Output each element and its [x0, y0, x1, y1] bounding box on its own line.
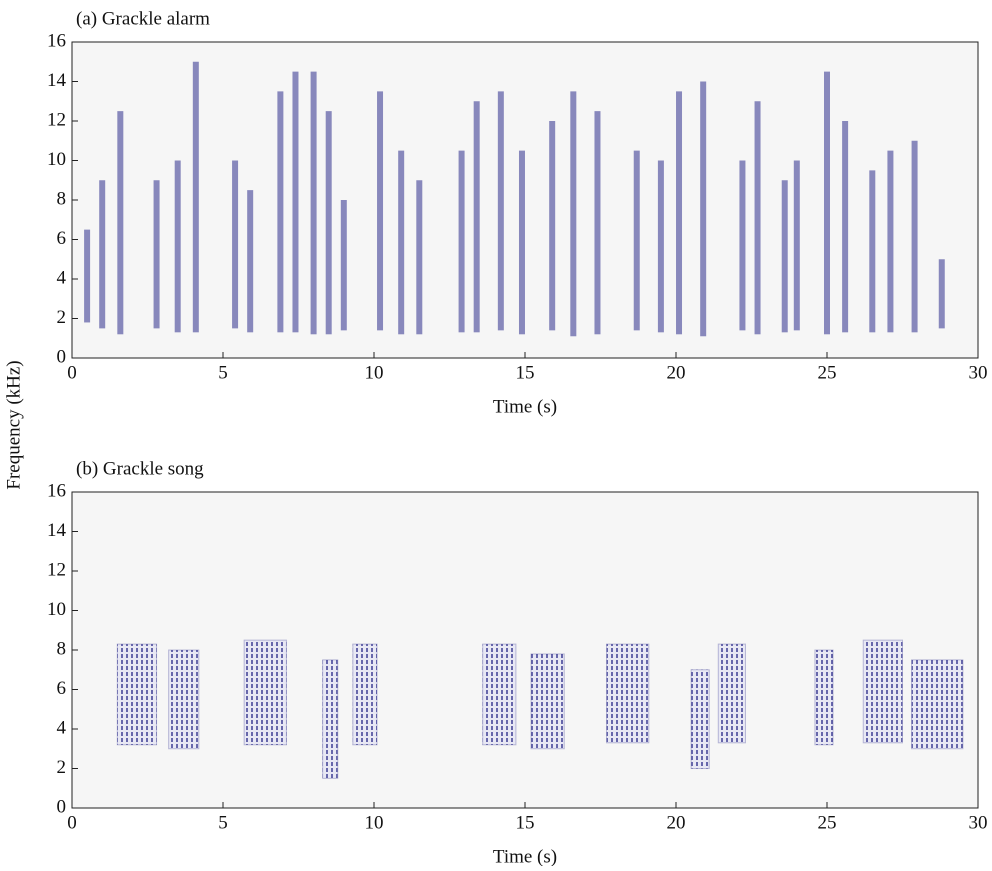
y-tick-label: 10: [47, 599, 66, 620]
syllable-streak: [676, 91, 683, 335]
song-bout: [168, 649, 200, 750]
y-tick-label: 16: [47, 30, 66, 51]
y-tick-label: 16: [47, 480, 66, 501]
song-bout: [606, 643, 650, 744]
plot-area: [71, 41, 979, 359]
syllable-streak: [377, 91, 384, 331]
song-bout: [243, 639, 287, 746]
x-tick-label: 0: [67, 812, 77, 833]
x-axis-label: Time (s): [493, 846, 557, 866]
syllable-streak: [549, 121, 556, 331]
x-axis-label: Time (s): [493, 396, 557, 417]
syllable-streak: [739, 160, 746, 331]
x-tick-label: 10: [365, 362, 384, 383]
song-bout: [116, 643, 158, 746]
syllable-streak: [192, 61, 199, 333]
x-tick-label: 25: [818, 362, 837, 383]
y-tick-label: 10: [47, 149, 66, 170]
y-tick-label: 14: [47, 70, 67, 91]
x-tick-label: 10: [365, 812, 384, 833]
y-tick-label: 12: [47, 559, 66, 580]
plot-area: [71, 491, 979, 809]
syllable-streak: [824, 71, 830, 335]
y-tick-label: 4: [57, 267, 67, 288]
syllable-streak: [633, 150, 640, 331]
x-tick-label: 5: [218, 362, 228, 383]
y-tick-label: 8: [57, 188, 67, 209]
song-bout: [690, 669, 710, 769]
syllable-streak: [473, 101, 480, 333]
syllable-streak: [398, 150, 405, 335]
song-bout: [717, 643, 746, 744]
x-tick-label: 30: [969, 812, 988, 833]
syllable-streak: [570, 91, 577, 337]
syllable-streak: [340, 200, 347, 331]
song-bout: [322, 659, 339, 779]
syllable-streak: [84, 229, 91, 323]
x-tick-label: 30: [969, 362, 988, 383]
y-tick-label: 14: [47, 520, 67, 541]
syllable-streak: [518, 150, 525, 335]
song-bout: [482, 643, 517, 746]
syllable-streak: [174, 160, 181, 333]
y-tick-label: 6: [57, 228, 67, 249]
y-tick-label: 0: [57, 346, 67, 367]
syllable-streak: [700, 81, 707, 337]
song-bout: [352, 643, 378, 746]
x-tick-label: 25: [818, 812, 837, 833]
x-tick-label: 20: [667, 362, 686, 383]
syllable-streak: [153, 180, 160, 329]
syllable-streak: [117, 111, 124, 335]
y-tick-label: 12: [47, 109, 66, 130]
syllable-streak: [99, 180, 106, 329]
y-tick-label: 8: [57, 638, 67, 659]
x-tick-label: 15: [516, 362, 535, 383]
y-tick-label: 2: [57, 757, 67, 778]
syllable-streak: [247, 190, 254, 333]
x-tick-label: 5: [218, 812, 228, 833]
syllable-streak: [887, 150, 894, 333]
syllable-streak: [793, 160, 800, 331]
syllable-streak: [938, 259, 945, 329]
syllable-streak: [458, 150, 465, 333]
song-bout: [814, 649, 834, 746]
syllable-streak: [754, 101, 761, 335]
x-tick-label: 20: [667, 812, 686, 833]
song-bout: [530, 653, 565, 750]
syllable-streak: [310, 71, 317, 335]
song-bout: [911, 659, 964, 750]
syllable-streak: [416, 180, 423, 335]
syllable-streak: [232, 160, 239, 329]
syllable-streak: [869, 170, 876, 333]
syllable-streak: [594, 111, 601, 335]
panel-title: (b) Grackle song: [76, 458, 204, 479]
syllable-streak: [277, 91, 284, 333]
x-tick-label: 15: [516, 812, 535, 833]
y-tick-label: 6: [57, 678, 67, 699]
panel-title: (a) Grackle alarm: [76, 8, 210, 29]
syllable-streak: [842, 121, 849, 333]
y-tick-label: 2: [57, 307, 67, 328]
y-tick-label: 0: [57, 796, 67, 817]
y-axis-label: Frequency (kHz): [3, 360, 24, 489]
syllable-streak: [325, 111, 332, 335]
syllable-streak: [292, 71, 299, 333]
x-tick-label: 0: [67, 362, 77, 383]
syllable-streak: [911, 140, 918, 333]
syllable-streak: [657, 160, 664, 333]
y-tick-label: 4: [57, 717, 67, 738]
song-bout: [862, 639, 903, 744]
syllable-streak: [781, 180, 788, 333]
syllable-streak: [497, 91, 504, 331]
